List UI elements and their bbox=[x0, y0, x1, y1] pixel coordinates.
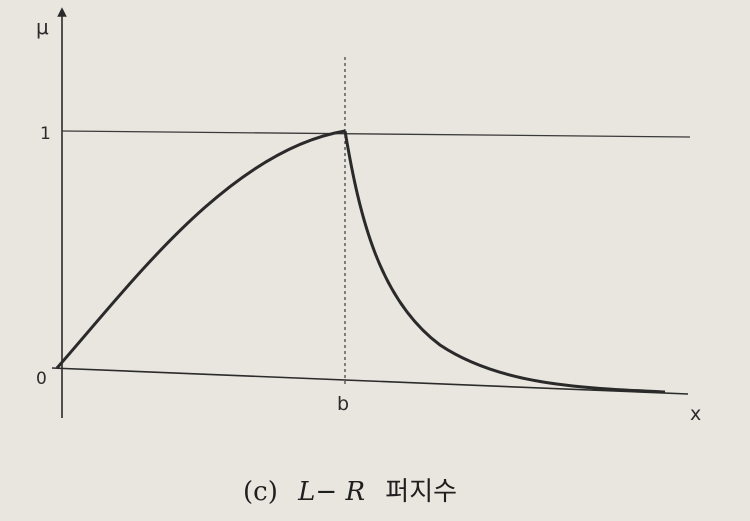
y-axis-label: μ bbox=[36, 15, 49, 39]
caption-korean: 퍼지수 bbox=[385, 477, 457, 507]
x-axis bbox=[51, 367, 689, 395]
x-axis-label: x bbox=[690, 403, 701, 425]
origin-label: 0 bbox=[36, 369, 47, 389]
one-tick-label: 1 bbox=[40, 124, 51, 144]
level-one-line bbox=[61, 130, 691, 138]
caption-math: L− R bbox=[297, 477, 365, 507]
caption-prefix: (c) bbox=[243, 477, 278, 507]
b-tick-label: b bbox=[337, 393, 349, 415]
right-curve bbox=[343, 130, 666, 394]
caption: (c) L− R 퍼지수 bbox=[243, 477, 457, 507]
left-curve bbox=[55, 129, 346, 369]
